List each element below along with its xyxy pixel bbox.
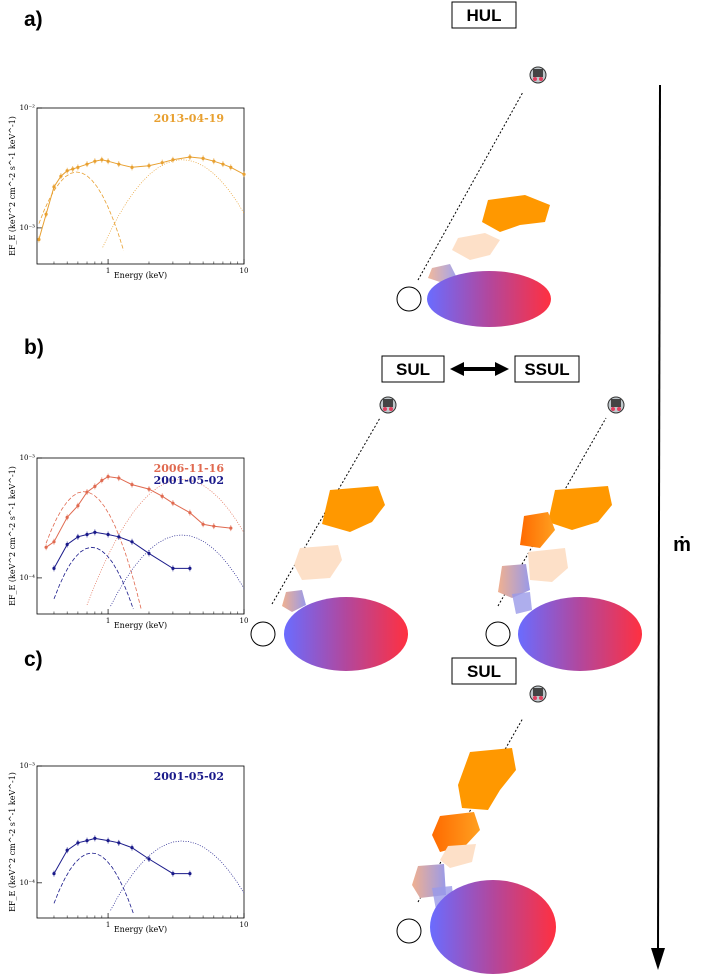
panel-label-c: c) — [24, 648, 43, 671]
hard-component-line — [86, 478, 245, 606]
wind-clump-inner — [452, 233, 500, 260]
x-tick-label: 10 — [240, 617, 249, 625]
legend-entry: 2001-05-02 — [154, 770, 224, 783]
schematic-sul-ssul: SUL SSUL — [250, 355, 642, 671]
y-axis-title: EF_E (keV^2 cm^-2 s^-1 keV^-1) — [8, 466, 17, 606]
y-tick-label: 10⁻² — [20, 104, 36, 112]
series-model-line — [38, 156, 245, 240]
telescope-icon — [529, 685, 547, 703]
wind-clump-base — [428, 264, 456, 282]
state-box-sul-c — [451, 657, 517, 685]
state-box-sul — [381, 355, 445, 383]
wind-clump-base — [282, 590, 306, 612]
compact-object-icon — [396, 918, 422, 944]
accretion-rate-axis: ṁ — [651, 84, 691, 970]
wind-clump-base — [512, 592, 532, 614]
series-model-line — [53, 837, 190, 875]
telescope-icon — [607, 396, 625, 414]
x-axis-title: Energy (keV) — [114, 621, 167, 630]
wind-clump-inner — [294, 545, 342, 580]
accretion-disk — [427, 271, 551, 327]
transition-arrow — [450, 362, 509, 376]
schematic-hul: HUL — [396, 1, 551, 327]
wind-clump-inner — [528, 548, 568, 582]
panel-label-a: a) — [24, 8, 43, 31]
y-tick-label: 10⁻³ — [20, 454, 36, 462]
panel-label-b: b) — [24, 336, 44, 359]
x-tick-label: 10 — [240, 921, 249, 929]
wind-clump-outer — [482, 195, 550, 232]
series-model-line — [53, 531, 190, 569]
telescope-icon — [529, 66, 547, 84]
y-tick-label: 10⁻⁴ — [20, 879, 36, 887]
plot-frame — [36, 765, 245, 919]
state-label-sul: SUL — [396, 360, 430, 379]
soft-component-line — [38, 171, 124, 251]
accretion-disk — [518, 597, 642, 671]
wind-clump-base — [498, 564, 530, 598]
soft-component-line — [45, 491, 142, 610]
hard-component-line — [110, 840, 245, 911]
x-tick-label: 1 — [106, 267, 110, 275]
state-label-sul-c: SUL — [467, 662, 501, 681]
x-axis-title: Energy (keV) — [114, 271, 167, 280]
compact-object-icon — [396, 286, 422, 312]
soft-component-line — [53, 546, 134, 610]
y-tick-label: 10⁻³ — [20, 224, 36, 232]
y-axis-title: EF_E (keV^2 cm^-2 s^-1 keV^-1) — [8, 116, 17, 256]
accretion-disk — [284, 597, 408, 671]
telescope-icon — [379, 396, 397, 414]
plot-frame — [36, 457, 245, 615]
state-label-ssul: SSUL — [524, 360, 569, 379]
compact-object-icon — [485, 621, 511, 647]
x-tick-label: 10 — [240, 267, 249, 275]
series-model-line — [45, 476, 231, 548]
x-axis-title: Energy (keV) — [114, 925, 167, 934]
x-tick-label: 1 — [106, 921, 110, 929]
wind-clump-inner — [440, 844, 476, 868]
wind-clump-outer — [322, 486, 385, 532]
y-axis-title: EF_E (keV^2 cm^-2 s^-1 keV^-1) — [8, 772, 17, 912]
soft-component-line — [53, 852, 134, 914]
accretion-disk — [430, 880, 556, 974]
state-box-ssul — [514, 355, 580, 383]
wind-clump-outer — [458, 748, 516, 810]
legend-entry: 2001-05-02 — [154, 474, 224, 487]
compact-object-icon — [250, 621, 276, 647]
hard-component-line — [110, 534, 245, 607]
spectrum-chart-a: 1 10 10⁻² 10⁻³ Energy (keV) EF_E (keV^2 cm^-2… — [8, 104, 248, 280]
legend-entry: 2013-04-19 — [154, 112, 224, 125]
y-tick-label: 10⁻⁴ — [20, 574, 36, 582]
spectrum-chart-b: 1 10 10⁻³ 10⁻⁴ Energy (keV) EF_E (keV^2 cm^-2… — [8, 454, 248, 630]
y-tick-label: 10⁻³ — [20, 762, 36, 770]
state-box-hul — [451, 1, 517, 29]
schematic-sul-c: SUL — [396, 657, 556, 974]
wind-clump-middle — [520, 512, 555, 548]
wind-clump-middle — [432, 812, 480, 852]
state-label-hul: HUL — [467, 6, 502, 25]
legend-entry: 2006-11-16 — [154, 462, 225, 475]
hard-component-line — [102, 159, 245, 248]
accretion-rate-label: ṁ — [673, 534, 691, 556]
x-tick-label: 1 — [106, 617, 110, 625]
spectrum-chart-c: 1 10 10⁻³ 10⁻⁴ Energy (keV) EF_E (keV^2 cm^-2… — [8, 762, 248, 934]
accretion-rate-arrow — [657, 84, 661, 951]
plot-frame — [36, 107, 245, 265]
wind-clump-outer — [548, 486, 612, 530]
